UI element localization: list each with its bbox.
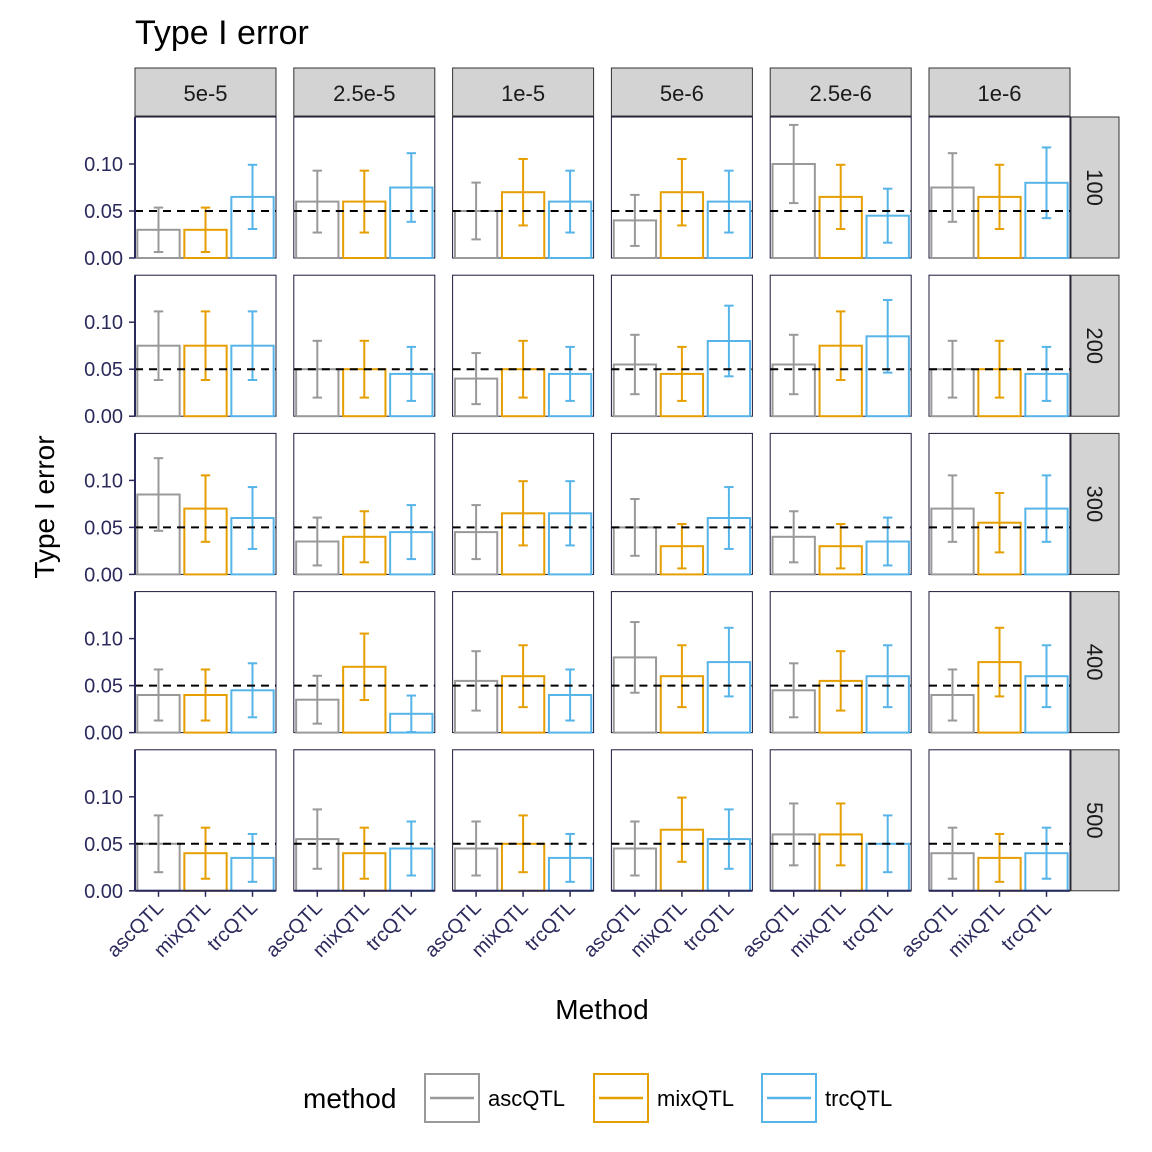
- facet-panel: [610, 591, 753, 734]
- y-tick-label: 0.05: [84, 834, 123, 856]
- row-strip: [1070, 432, 1120, 575]
- y-tick-label: 0.05: [84, 359, 123, 381]
- col-strip-label: 1e-5: [501, 81, 545, 106]
- legend-label: mixQTL: [657, 1086, 734, 1111]
- y-tick-label: 0.10: [84, 470, 123, 492]
- row-strip-label: 100: [1082, 169, 1107, 206]
- x-axis-title: Method: [555, 994, 648, 1025]
- facet-panel: [769, 591, 912, 734]
- y-tick-label: 0.05: [84, 201, 123, 223]
- y-tick-label: 0.05: [84, 676, 123, 698]
- facet-panels: 5e-5 2.5e-5 1e-5 5e-6 2.5e-6 1e-6 100 200 300 400…: [84, 67, 1120, 962]
- y-tick-label: 0.10: [84, 787, 123, 809]
- col-strip: [610, 67, 753, 117]
- facet-panel: [293, 432, 436, 576]
- legend-key-ascQTL: [424, 1073, 480, 1123]
- row-strip-label: 300: [1082, 486, 1107, 523]
- facet-panel: 0.00 0.05 0.10: [84, 591, 277, 745]
- col-strip-label: 5e-6: [660, 81, 704, 106]
- row-strip: [1070, 274, 1120, 417]
- legend: method ascQTL mixQTL trcQTL: [303, 1073, 892, 1123]
- facet-panel: [452, 116, 595, 260]
- row-strip: [1070, 591, 1120, 734]
- legend-key-trcQTL: [761, 1073, 817, 1123]
- col-strip-label: 2.5e-5: [333, 81, 395, 106]
- y-tick-label: 0.00: [84, 406, 123, 428]
- y-tick-label: 0.00: [84, 723, 123, 745]
- y-axis-title: Type I error: [29, 435, 60, 578]
- y-tick-label: 0.00: [84, 564, 123, 586]
- y-tick-label: 0.05: [84, 517, 123, 539]
- facet-panel: [293, 591, 436, 734]
- row-strip-label: 200: [1082, 327, 1107, 364]
- y-tick-label: 0.00: [84, 881, 123, 903]
- facet-panel: [928, 274, 1071, 418]
- facet-panel: 0.00 0.05 0.10: [84, 432, 277, 586]
- col-strip: [769, 67, 912, 117]
- facet-panel: [928, 591, 1071, 734]
- legend-label: ascQTL: [488, 1086, 565, 1111]
- facet-panel: [610, 432, 753, 576]
- row-strip-label: 500: [1082, 802, 1107, 839]
- col-strip: [452, 67, 595, 117]
- facet-panel: [928, 432, 1071, 576]
- y-tick-label: 0.10: [84, 154, 123, 176]
- facet-panel: [769, 116, 912, 259]
- legend-label: trcQTL: [825, 1086, 892, 1111]
- y-tick-label: 0.10: [84, 312, 123, 334]
- facet-panel: [452, 432, 595, 576]
- col-strip: [134, 67, 277, 117]
- col-strip: [928, 67, 1071, 117]
- facet-panel: [610, 274, 753, 418]
- facet-panel: [928, 116, 1071, 259]
- legend-key-mixQTL: [593, 1073, 649, 1123]
- col-strip-label: 5e-5: [183, 81, 227, 106]
- row-strip: [1070, 749, 1120, 892]
- col-strip: [293, 67, 436, 117]
- col-strip-label: 1e-6: [977, 81, 1021, 106]
- facet-panel: [293, 274, 436, 418]
- y-tick-label: 0.00: [84, 248, 123, 270]
- legend-title: method: [303, 1083, 396, 1114]
- chart-title: Type I error: [135, 14, 309, 52]
- facet-panel: [769, 432, 912, 576]
- facet-panel: [452, 591, 595, 734]
- facet-panel: 0.00 0.05 0.10: [84, 116, 277, 270]
- facet-panel: [452, 274, 595, 418]
- row-strip-label: 400: [1082, 644, 1107, 681]
- facet-panel: [769, 274, 912, 418]
- facet-panel: 0.00 0.05 0.10: [84, 274, 277, 428]
- facet-panel: [293, 116, 436, 260]
- facet-panel: [610, 116, 753, 260]
- row-strip: [1070, 116, 1120, 259]
- col-strip-label: 2.5e-6: [810, 81, 872, 106]
- y-tick-label: 0.10: [84, 629, 123, 651]
